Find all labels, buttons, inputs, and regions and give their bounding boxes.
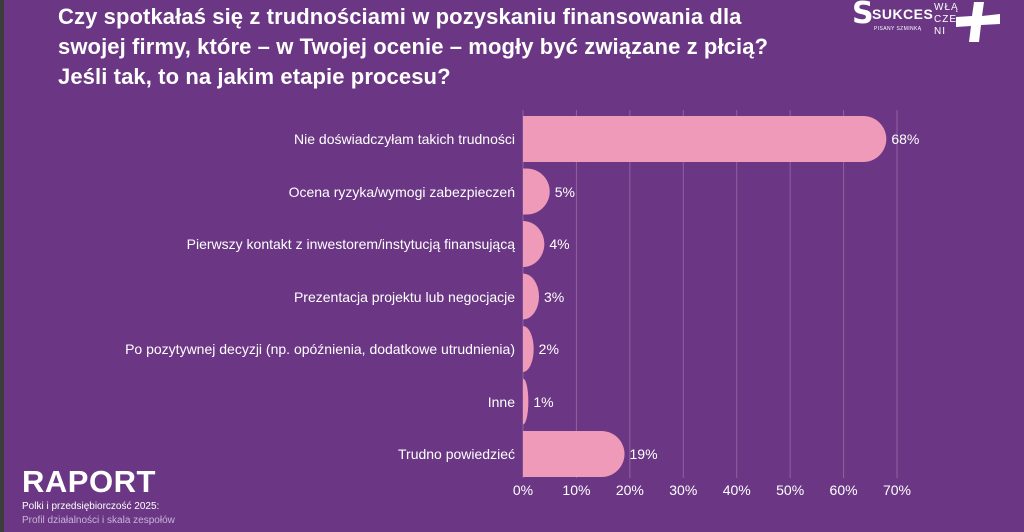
category-label: Trudno powiedzieć <box>398 446 515 462</box>
category-label: Nie doświadczyłam takich trudności <box>294 131 515 147</box>
bar <box>523 326 534 372</box>
x-tick-label: 40% <box>722 482 751 498</box>
value-label: 3% <box>544 288 565 305</box>
bar <box>523 431 625 477</box>
plus-icon <box>956 2 1000 42</box>
value-label: 19% <box>629 446 658 462</box>
value-label: 2% <box>538 341 559 357</box>
bar <box>523 116 887 162</box>
category-label: Po pozytywnej decyzji (np. opóźnienia, d… <box>125 341 515 357</box>
report-subtitle-2: Profil działalności i skala zespołów <box>22 515 175 526</box>
x-tick-label: 30% <box>669 482 698 498</box>
category-label: Ocena ryzyka/wymogi zabezpieczeń <box>288 183 515 200</box>
x-tick-label: 20% <box>615 482 644 498</box>
sukces-logo: S SUKCES PISANY SZMINKĄ <box>852 0 933 40</box>
bar <box>523 273 540 320</box>
x-tick-label: 0% <box>512 482 534 498</box>
category-label: Prezentacja projektu lub negocjacje <box>293 288 515 305</box>
value-label: 1% <box>533 393 554 410</box>
category-label: Pierwszy kontakt z inwestorem/instytucją… <box>186 236 515 252</box>
report-subtitle: Polki i przedsiębiorczość 2025: <box>22 501 160 512</box>
bar <box>523 168 550 215</box>
bar <box>523 378 529 425</box>
sukces-tagline: PISANY SZMINKĄ <box>874 26 922 32</box>
grid-lines <box>522 110 898 478</box>
window-edge <box>0 0 4 532</box>
x-tick-label: 10% <box>562 482 591 498</box>
x-tick-label: 60% <box>829 482 858 498</box>
x-tick-label: 50% <box>776 482 805 498</box>
x-tick-label: 70% <box>882 482 912 498</box>
report-logo: RAPORT <box>22 464 156 499</box>
bar <box>523 221 545 267</box>
wlaczeni-logo: WŁĄ CZE NI <box>934 0 1004 46</box>
category-label: Inne <box>487 393 515 410</box>
wlaczeni-text: WŁĄ CZE NI <box>934 2 959 37</box>
bars <box>523 116 887 477</box>
sukces-brand-text: SUKCES <box>872 6 934 22</box>
value-label: 5% <box>554 183 575 200</box>
value-label: 68% <box>891 131 920 147</box>
chart-title: Czy spotkałaś się z trudnościami w pozys… <box>58 4 769 89</box>
s-mark-icon: S <box>852 0 874 31</box>
value-label: 4% <box>549 236 570 252</box>
